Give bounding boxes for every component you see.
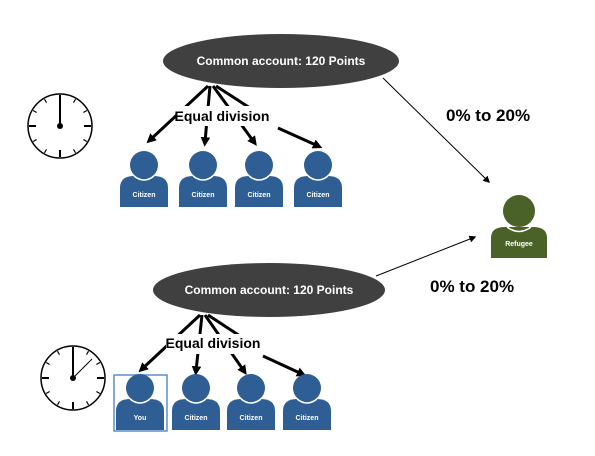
clock-tick (43, 149, 48, 154)
clock-tick (43, 98, 48, 103)
clock-tick (85, 350, 90, 355)
clock-tick (72, 98, 77, 103)
person-label: Citizen (240, 415, 263, 422)
common-account-ellipse: Common account: 120 Points (163, 34, 399, 88)
common-account-label: Common account: 120 Points (197, 54, 366, 68)
clock-icon (27, 93, 93, 159)
clock-tick (45, 361, 50, 366)
person-label: Citizen (296, 415, 319, 422)
person-citizen: Citizen (283, 374, 331, 430)
common-account-ellipse: Common account: 120 Points (153, 263, 385, 317)
person-you: You (116, 374, 164, 430)
clock-tick (56, 401, 61, 406)
person-label: Citizen (185, 415, 208, 422)
clock-tick (83, 138, 88, 143)
transfer-percentage-label: 0% to 20% (446, 106, 530, 125)
transfer-arrow (375, 235, 477, 277)
person-citizen: Citizen (294, 151, 342, 207)
person-label: You (134, 415, 147, 422)
equal-division-label: Equal division (166, 335, 261, 351)
clock-tick (72, 149, 77, 154)
top-group: Common account: 120 Points Equal divisio… (27, 34, 530, 207)
common-account-label: Common account: 120 Points (185, 283, 354, 297)
clock-tick (83, 109, 88, 114)
transfer-percentage-label: 0% to 20% (430, 277, 514, 296)
bottom-group: Common account: 120 Points Equal divisio… (40, 235, 514, 432)
clock-tick (96, 390, 101, 395)
person-citizen: Citizen (120, 151, 168, 207)
refugee-label: Refugee (505, 241, 533, 248)
equal-division-label: Equal division (175, 108, 270, 124)
person-label: Citizen (248, 192, 271, 199)
person-label: Citizen (307, 192, 330, 199)
clock-tick (32, 109, 37, 114)
clock-tick (56, 350, 61, 355)
person-citizen: Citizen (172, 374, 220, 430)
clock-icon (40, 345, 106, 411)
clock-tick (85, 401, 90, 406)
clock-tick (32, 138, 37, 143)
person-label: Citizen (192, 192, 215, 199)
person-citizen: Citizen (179, 151, 227, 207)
person-label: Citizen (133, 192, 156, 199)
person-citizen: Citizen (227, 374, 275, 430)
person-citizen: Citizen (235, 151, 283, 207)
division-arrow (215, 84, 251, 110)
division-arrow (262, 354, 307, 377)
person-refugee: Refugee (491, 195, 547, 258)
transfer-arrow (382, 77, 490, 183)
division-arrow (277, 126, 323, 149)
clock-tick (96, 361, 101, 366)
clock-tick (45, 390, 50, 395)
